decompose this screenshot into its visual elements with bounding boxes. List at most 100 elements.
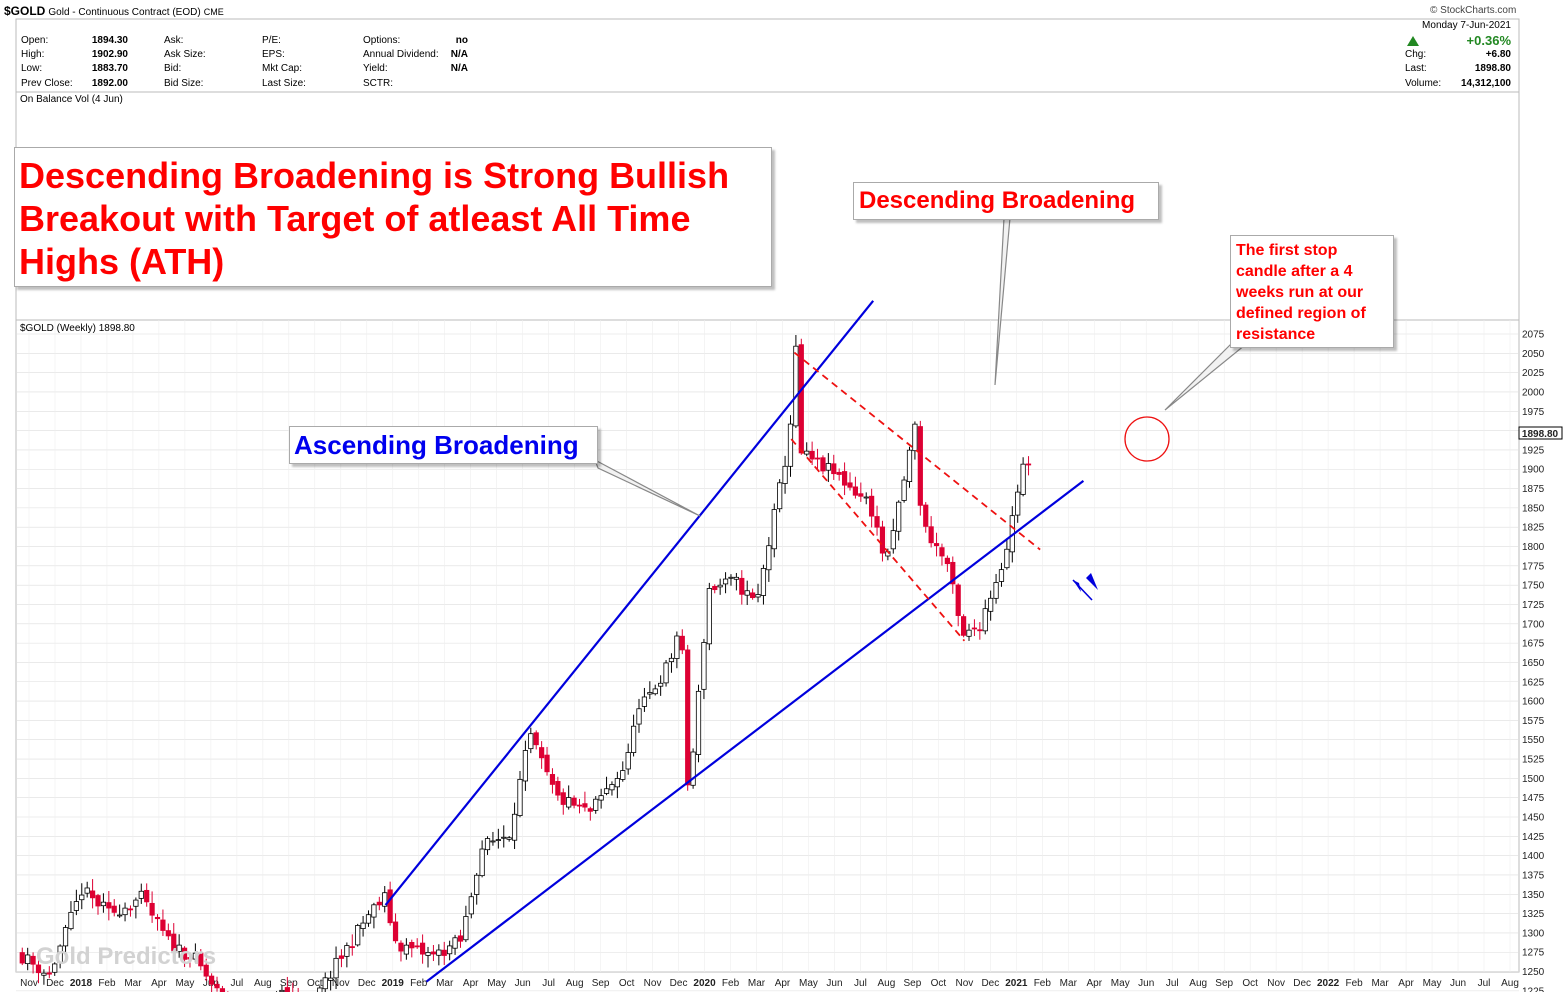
watermark: Gold Predictors (36, 943, 217, 970)
candle-body (30, 955, 36, 965)
y-tick-label: 1925 (1522, 445, 1545, 456)
x-tick-label: Apr (1398, 978, 1414, 989)
sctr-label: SCTR: (363, 78, 393, 89)
candle-body (690, 751, 696, 786)
candle-body (117, 914, 123, 917)
candle-body (804, 450, 810, 455)
candle-body (917, 426, 923, 506)
candle-body (355, 925, 361, 946)
candle-body (1020, 463, 1026, 495)
candle-body (841, 471, 848, 486)
x-tick-label: Sep (592, 978, 610, 989)
candle-body (663, 662, 669, 684)
asc-pointer (593, 458, 701, 517)
candle-body (19, 952, 25, 964)
candle-body (706, 588, 712, 645)
candle-body (944, 557, 950, 565)
x-tick-label: Aug (566, 978, 584, 989)
candle-body (593, 798, 599, 811)
candle-body (457, 935, 464, 942)
exchange: CME (203, 7, 224, 17)
last-price-tag: 1898.80 (1518, 426, 1563, 440)
y-tick-label: 1450 (1522, 813, 1545, 824)
quote-panel (15, 18, 1520, 97)
candle-body (138, 890, 144, 899)
yield-label: Yield: (363, 63, 388, 74)
candle-body (133, 899, 139, 907)
volume-value: 14,312,100 (1460, 78, 1511, 89)
candle-body (203, 964, 209, 977)
candle-body (961, 616, 967, 636)
candle-body (181, 947, 188, 960)
candle-body (977, 629, 983, 632)
candle-body (414, 945, 420, 948)
candle-body (576, 804, 583, 807)
candle-body (587, 808, 593, 812)
candle-body (787, 423, 794, 467)
annual-dividend-value: N/A (450, 49, 468, 60)
candle-body (722, 578, 729, 585)
candle-body (896, 501, 902, 532)
x-tick-label: Feb (410, 978, 428, 989)
candle-body (695, 690, 702, 755)
x-tick-label: May (487, 978, 506, 989)
x-tick-label: Oct (619, 978, 635, 989)
x-tick-label: Jun (1450, 978, 1466, 989)
candle-body (636, 708, 642, 725)
candle-body (154, 916, 161, 920)
candle-body (782, 465, 788, 484)
candle-body (365, 914, 372, 924)
x-tick-label: Aug (1189, 978, 1207, 989)
bid-size-label: Bid Size: (164, 78, 204, 89)
x-tick-label: Oct (931, 978, 947, 989)
x-tick-label: Oct (1242, 978, 1258, 989)
y-tick-label: 1550 (1522, 735, 1545, 746)
stockcharts-credit[interactable]: © StockCharts.com (1430, 5, 1517, 16)
candle-body (750, 592, 756, 599)
candle-body (755, 594, 761, 598)
x-tick-label: Apr (463, 978, 479, 989)
x-tick-label: Jun (1138, 978, 1154, 989)
candle-body (982, 608, 988, 632)
high-value: 1902.90 (91, 49, 128, 60)
candle-body (998, 569, 1005, 582)
y-tick-label: 2050 (1522, 349, 1545, 360)
candle-body (777, 482, 783, 510)
candle-series (19, 335, 1032, 992)
low-value: 1883.70 (91, 63, 128, 74)
y-tick-label: 1700 (1522, 619, 1545, 630)
candle-body (906, 449, 913, 483)
candle-body (425, 952, 431, 956)
candle-body (928, 526, 934, 544)
candle-body (35, 964, 42, 974)
x-tick-label: Nov (955, 978, 973, 989)
candle-body (560, 792, 566, 805)
candle-body (214, 983, 220, 989)
candle-body (436, 949, 442, 956)
chg-value: +6.80 (1485, 49, 1511, 60)
x-tick-label: Jun (515, 978, 531, 989)
x-tick-label: Dec (670, 978, 688, 989)
candle-body (793, 345, 799, 427)
candle-body (144, 889, 150, 903)
symbol-line: $GOLD Gold - Continuous Contract (EOD) C… (4, 4, 224, 18)
candle-body (820, 457, 826, 472)
ascending-trendline (384, 300, 875, 906)
x-tick-label: Jul (542, 978, 555, 989)
candle-body (25, 954, 31, 965)
high-label: High: (21, 49, 45, 60)
candle-body (420, 942, 426, 955)
candle-body (739, 577, 745, 595)
candle-body (284, 987, 290, 992)
candle-body (338, 955, 345, 959)
candle-body (192, 952, 198, 960)
candle-body (760, 568, 767, 596)
candle-body (52, 963, 58, 973)
candle-body (398, 942, 404, 952)
x-tick-label: Jul (1166, 978, 1179, 989)
y-tick-label: 1350 (1522, 890, 1545, 901)
y-tick-label: 1625 (1522, 677, 1545, 688)
candle-body (46, 972, 52, 975)
candle-body (57, 945, 63, 964)
candle-body (614, 778, 620, 788)
